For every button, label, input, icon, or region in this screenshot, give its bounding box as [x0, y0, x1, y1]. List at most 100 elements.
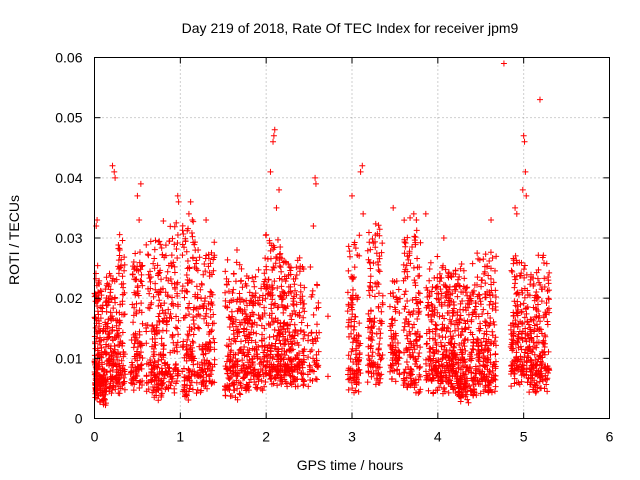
- data-point: [201, 298, 208, 305]
- data-point: [239, 357, 246, 364]
- data-point: [368, 360, 375, 367]
- data-point: [437, 339, 444, 346]
- data-point: [182, 238, 189, 245]
- data-point: [402, 303, 409, 310]
- data-point: [211, 239, 218, 246]
- data-point: [239, 284, 246, 291]
- data-point: [482, 280, 489, 287]
- data-point: [379, 299, 386, 306]
- data-point: [538, 365, 545, 372]
- data-point: [180, 386, 187, 393]
- data-point: [531, 328, 538, 335]
- data-point: [175, 317, 182, 324]
- data-point: [456, 316, 463, 323]
- data-point: [273, 204, 280, 211]
- data-point: [417, 333, 424, 340]
- data-point: [211, 379, 218, 386]
- data-point: [300, 301, 307, 308]
- data-point: [284, 321, 291, 328]
- data-point: [92, 275, 99, 282]
- data-point: [401, 291, 408, 298]
- data-point: [531, 343, 538, 350]
- data-point: [507, 326, 514, 333]
- data-point: [545, 296, 552, 303]
- data-point: [412, 241, 419, 248]
- data-point: [211, 339, 218, 346]
- data-point: [531, 351, 538, 358]
- data-point: [172, 362, 179, 369]
- data-point: [367, 307, 374, 314]
- data-point: [365, 335, 372, 342]
- data-point: [97, 391, 104, 398]
- data-point: [133, 267, 140, 274]
- data-point: [229, 365, 236, 372]
- data-point: [267, 372, 274, 379]
- data-point: [167, 349, 174, 356]
- data-point: [475, 343, 482, 350]
- data-point: [204, 365, 211, 372]
- data-point: [205, 263, 212, 270]
- data-point: [310, 355, 317, 362]
- data-point: [347, 355, 354, 362]
- data-point: [269, 266, 276, 273]
- data-point: [151, 351, 158, 358]
- data-point: [188, 344, 195, 351]
- data-point: [174, 254, 181, 261]
- data-point: [537, 318, 544, 325]
- data-point: [371, 319, 378, 326]
- data-point: [314, 321, 320, 328]
- data-point: [367, 246, 374, 253]
- data-point: [353, 375, 360, 382]
- data-point: [442, 354, 449, 361]
- data-point: [287, 312, 294, 319]
- data-point: [252, 339, 259, 346]
- data-point: [251, 366, 258, 373]
- data-point: [445, 325, 452, 332]
- data-point: [268, 305, 275, 312]
- data-point: [514, 290, 521, 297]
- data-point: [515, 306, 522, 313]
- data-point: [438, 302, 445, 309]
- data-point: [234, 385, 241, 392]
- data-point: [517, 301, 524, 308]
- data-point: [437, 286, 444, 293]
- data-point: [464, 284, 471, 291]
- data-point: [133, 348, 140, 355]
- data-point: [516, 272, 523, 279]
- data-point: [107, 293, 114, 300]
- data-point: [402, 243, 409, 250]
- data-point: [344, 308, 351, 315]
- data-point: [208, 327, 215, 334]
- data-point: [372, 244, 379, 251]
- data-point: [417, 239, 424, 246]
- data-point: [160, 217, 167, 224]
- data-point: [287, 338, 294, 345]
- data-point: [458, 380, 465, 387]
- data-point: [455, 276, 462, 283]
- data-point: [394, 356, 401, 363]
- data-point: [492, 334, 499, 341]
- data-point: [541, 332, 548, 339]
- data-point: [377, 335, 384, 342]
- data-point: [201, 260, 208, 267]
- data-point: [196, 325, 203, 332]
- data-point: [186, 264, 193, 271]
- data-point: [165, 293, 172, 300]
- data-point: [377, 320, 384, 327]
- data-point: [259, 331, 266, 338]
- data-point: [478, 283, 485, 290]
- data-point: [127, 370, 134, 377]
- data-point: [103, 282, 110, 289]
- data-point: [454, 374, 461, 381]
- data-point: [256, 315, 263, 322]
- data-point: [374, 363, 381, 370]
- data-point: [355, 356, 362, 363]
- data-point: [309, 287, 316, 294]
- data-point: [394, 298, 401, 305]
- data-point: [417, 363, 424, 370]
- data-point: [526, 366, 533, 373]
- data-point: [449, 373, 456, 380]
- data-point: [479, 378, 486, 385]
- data-point: [161, 300, 168, 307]
